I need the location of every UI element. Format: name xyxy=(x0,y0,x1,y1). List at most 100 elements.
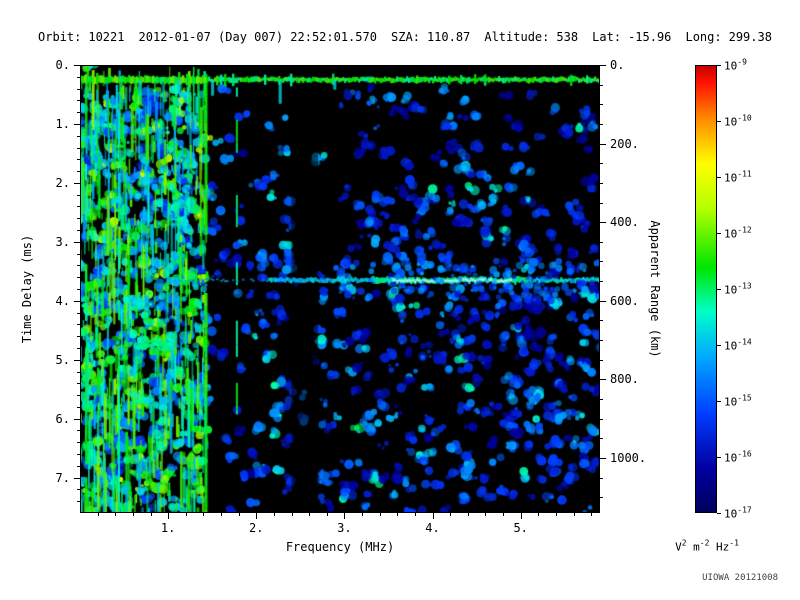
y-right-tick xyxy=(600,300,606,302)
y-right-tick-label: 1000. xyxy=(610,450,647,465)
x-minor-tick xyxy=(414,513,416,516)
x-tick-label: 5. xyxy=(513,521,528,535)
y-left-tick xyxy=(74,241,80,243)
y-right-minor-tick xyxy=(600,477,603,479)
y-left-tick xyxy=(74,418,80,420)
y-left-minor-tick xyxy=(77,406,80,408)
y-left-minor-tick xyxy=(77,147,80,149)
y-right-minor-tick xyxy=(600,438,603,440)
y-right-minor-tick xyxy=(600,241,603,243)
x-tick-label: 1. xyxy=(160,521,176,535)
header-field-lat: Lat: -15.96 xyxy=(592,30,671,44)
y-left-minor-tick xyxy=(77,194,80,196)
colorbar-tick xyxy=(717,177,721,178)
y-right-tick xyxy=(600,457,606,459)
y-left-minor-tick xyxy=(77,383,80,385)
y-left-minor-tick xyxy=(77,324,80,326)
y-right-tick xyxy=(600,222,606,224)
y-left-minor-tick xyxy=(77,76,80,78)
y-left-minor-tick xyxy=(77,218,80,220)
colorbar-tick xyxy=(717,457,721,458)
y-right-tick xyxy=(600,143,606,145)
colorbar-canvas xyxy=(695,65,717,513)
altitude-value: 538 xyxy=(556,30,579,44)
colorbar-tick xyxy=(717,289,721,290)
y-right-minor-tick xyxy=(600,497,603,499)
colorbar-tick xyxy=(717,65,721,66)
y-left-minor-tick xyxy=(77,88,80,90)
spectrogram-canvas xyxy=(80,65,600,513)
y-right-minor-tick xyxy=(600,202,603,204)
x-axis-title: Frequency (MHz) xyxy=(285,540,395,554)
y-left-tick-label: 7. xyxy=(55,470,70,485)
y-left-minor-tick xyxy=(77,277,80,279)
x-minor-tick xyxy=(397,513,399,516)
colorbar-tick-label: 10-11 xyxy=(724,169,752,185)
header-field-orbit: Orbit: 10221 xyxy=(38,30,124,44)
y-left-tick-label: 6. xyxy=(55,411,70,426)
x-minor-tick xyxy=(503,513,505,516)
x-minor-tick xyxy=(132,513,134,516)
y-right-tick-label: 200. xyxy=(610,136,639,151)
header-field-datetime: 2012-01-07 (Day 007) 22:52:01.570 xyxy=(139,30,377,44)
y-left-tick-label: 2. xyxy=(55,175,70,190)
y-left-minor-tick xyxy=(77,171,80,173)
x-minor-tick xyxy=(150,513,152,516)
orbit-label: Orbit: xyxy=(38,30,82,44)
y-left-minor-tick xyxy=(77,501,80,503)
x-minor-tick xyxy=(450,513,452,516)
y-left-minor-tick xyxy=(77,430,80,432)
y-right-minor-tick xyxy=(600,281,603,283)
x-tick-label: 2. xyxy=(249,521,264,535)
y-axis-left-title: Time Delay (ms) xyxy=(20,234,34,344)
x-minor-tick xyxy=(485,513,487,516)
x-minor-tick xyxy=(221,513,223,516)
colorbar-tick-label: 10-17 xyxy=(724,505,752,521)
y-left-minor-tick xyxy=(77,289,80,290)
y-right-minor-tick xyxy=(600,261,603,263)
y-right-tick-label: 600. xyxy=(610,293,639,308)
y-right-tick-label: 400. xyxy=(610,215,639,230)
credit-text: UIOWA 20121008 xyxy=(702,573,778,583)
y-left-minor-tick xyxy=(77,371,80,373)
y-left-tick-label: 4. xyxy=(55,293,70,308)
y-left-minor-tick xyxy=(77,347,80,349)
lat-label: Lat: xyxy=(592,30,622,44)
y-right-minor-tick xyxy=(600,163,603,165)
y-left-tick xyxy=(74,182,80,184)
y-left-minor-tick xyxy=(77,489,80,491)
sza-value: 110.87 xyxy=(426,30,471,44)
y-left-tick-label: 0. xyxy=(55,58,70,72)
y-left-minor-tick xyxy=(77,135,80,137)
x-minor-tick xyxy=(273,513,275,516)
colorbar-tick xyxy=(717,513,721,514)
x-minor-tick xyxy=(362,513,364,516)
x-tick xyxy=(344,513,346,519)
y-right-minor-tick xyxy=(600,340,603,342)
y-left-tick xyxy=(74,359,80,361)
long-value: 299.38 xyxy=(728,30,772,44)
y-left-minor-tick xyxy=(77,100,80,102)
sza-label: SZA: xyxy=(391,30,420,44)
y-right-minor-tick xyxy=(600,182,603,184)
y-right-minor-tick xyxy=(600,84,603,86)
y-left-tick xyxy=(74,123,80,125)
x-minor-tick xyxy=(115,513,117,516)
colorbar-tick-label: 10-12 xyxy=(724,225,752,241)
x-minor-tick xyxy=(467,513,469,516)
lat-value: -15.96 xyxy=(628,30,672,44)
x-tick xyxy=(432,513,434,519)
y-right-minor-tick xyxy=(600,418,603,420)
x-minor-tick xyxy=(309,513,311,516)
y-right-tick xyxy=(600,379,606,381)
header-info: Orbit: 10221 2012-01-07 (Day 007) 22:52:… xyxy=(38,30,772,44)
colorbar-tick xyxy=(717,121,721,122)
x-minor-tick xyxy=(326,513,328,516)
colorbar-tick-label: 10-13 xyxy=(724,281,752,297)
colorbar-tick-label: 10-15 xyxy=(724,393,752,409)
y-axis-right-title: Apparent Range (km) xyxy=(648,220,662,358)
colorbar-tick xyxy=(717,401,721,402)
y-left-minor-tick xyxy=(77,312,80,314)
y-left-minor-tick xyxy=(77,253,80,255)
